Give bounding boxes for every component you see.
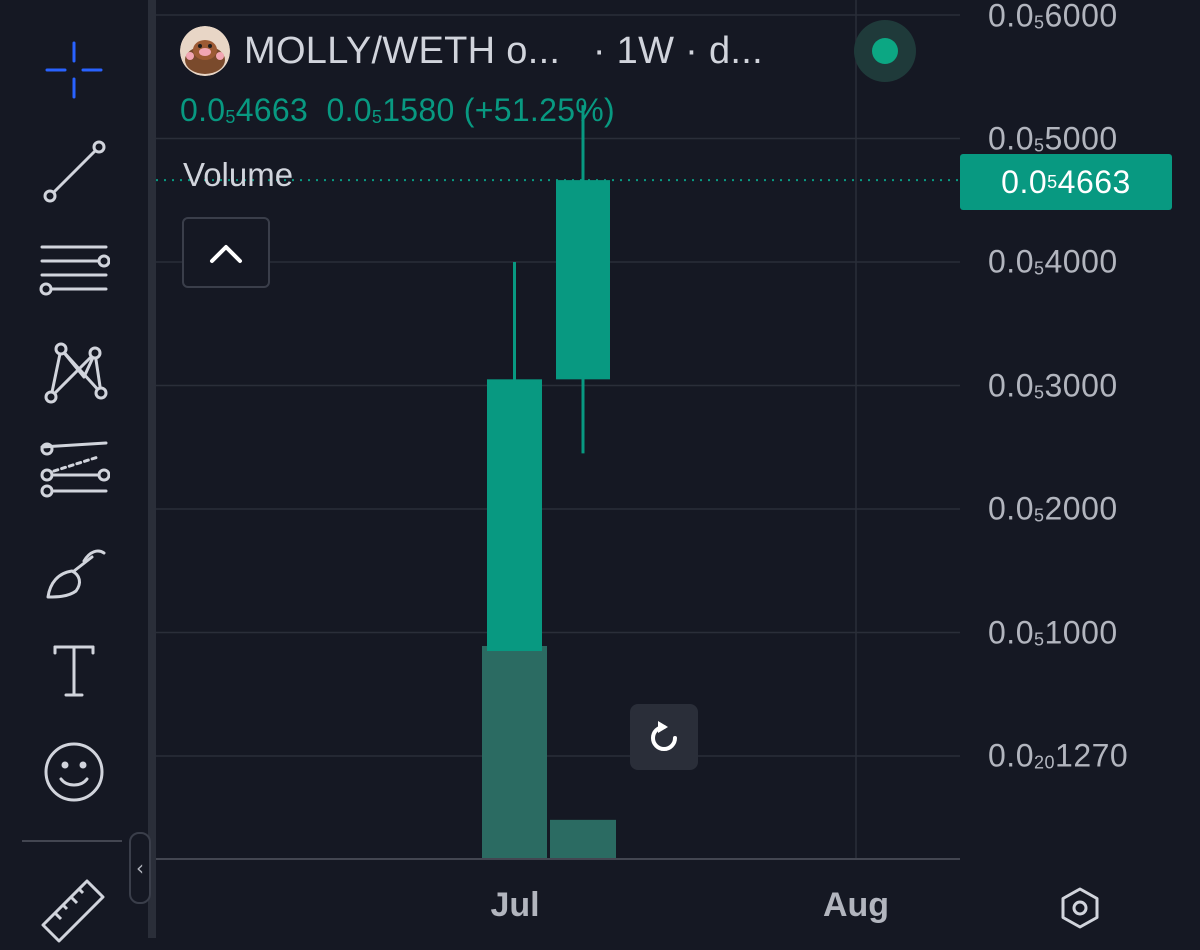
chevron-up-icon <box>210 244 242 263</box>
change-percent: (+51.25%) <box>463 92 616 128</box>
emoji-icon <box>44 742 104 802</box>
candles <box>487 105 610 652</box>
prediction-tool-button[interactable] <box>30 426 118 514</box>
last-price-label: 0.0 5 4663 <box>960 154 1172 210</box>
price-label: 0.051000 <box>988 614 1118 650</box>
brush-icon <box>46 549 106 599</box>
price-label: 0.055000 <box>988 120 1118 156</box>
market-status-indicator[interactable] <box>854 20 916 82</box>
pattern-tool-button[interactable] <box>30 326 118 414</box>
close-value: 0.054663 <box>180 92 309 128</box>
chart-grid <box>156 0 960 860</box>
crosshair-icon <box>45 41 103 99</box>
ohlc-values: 0.054663 0.051580 (+51.25%) <box>180 92 615 129</box>
toolbar-border <box>148 0 156 938</box>
candle <box>556 105 610 454</box>
price-label: 0.054000 <box>988 243 1118 280</box>
time-label-jul: Jul <box>490 886 540 924</box>
pattern-icon <box>44 342 108 404</box>
volume-bar <box>550 819 616 858</box>
text-tool-button[interactable] <box>30 626 118 714</box>
drawing-toolbar <box>0 0 148 943</box>
price-label: 0.052000 <box>988 490 1118 527</box>
ruler-icon <box>41 879 105 943</box>
prediction-icon <box>40 441 110 498</box>
price-label: 0.0201270 <box>988 737 1129 774</box>
brush-tool-button[interactable] <box>30 526 118 614</box>
candle-body <box>556 180 610 380</box>
price-axis[interactable]: 0.056000 0.055000 0.054000 0.053000 0.052000… <box>960 0 1200 860</box>
token-avatar <box>180 26 230 76</box>
change-value: 0.051580 <box>326 92 455 128</box>
chevron-left-icon: ‹ <box>136 856 144 880</box>
collapse-toolbar-button[interactable]: ‹ <box>129 832 151 904</box>
collapse-legend-button[interactable] <box>182 217 270 288</box>
molly-token-icon <box>180 26 230 76</box>
time-label-aug: Aug <box>822 886 890 924</box>
ruler-tool-button[interactable] <box>30 862 118 950</box>
symbol-title[interactable]: MOLLY/WETH o... · 1W · d... <box>244 29 763 72</box>
crosshair-tool-button[interactable] <box>30 26 118 114</box>
volume-indicator-label[interactable]: Volume <box>183 156 294 193</box>
chart-pane[interactable] <box>156 0 960 860</box>
reset-icon <box>651 721 677 751</box>
hexagon-settings-icon <box>1061 887 1099 929</box>
price-label: 0.056000 <box>988 0 1118 34</box>
volume-bar <box>482 646 547 858</box>
price-chart[interactable] <box>156 0 960 860</box>
emoji-tool-button[interactable] <box>30 728 118 816</box>
volume-bars <box>482 646 616 858</box>
text-icon <box>53 645 95 697</box>
time-axis[interactable]: Jul Aug <box>156 860 1200 938</box>
price-label: 0.053000 <box>988 367 1118 403</box>
horizontal-lines-tool-button[interactable] <box>30 226 118 314</box>
candle-body <box>487 379 542 652</box>
trend-line-tool-button[interactable] <box>30 126 118 214</box>
reset-chart-button[interactable] <box>630 704 698 770</box>
chart-settings-button[interactable] <box>1054 882 1106 934</box>
symbol-legend[interactable]: MOLLY/WETH o... · 1W · d... <box>180 26 763 76</box>
trend-line-icon <box>43 140 106 203</box>
horizontal-lines-icon <box>39 245 110 296</box>
toolbar-divider <box>22 840 122 842</box>
status-dot-icon <box>872 38 898 64</box>
candle <box>487 262 542 652</box>
interval-label: · 1W · d... <box>592 29 763 72</box>
